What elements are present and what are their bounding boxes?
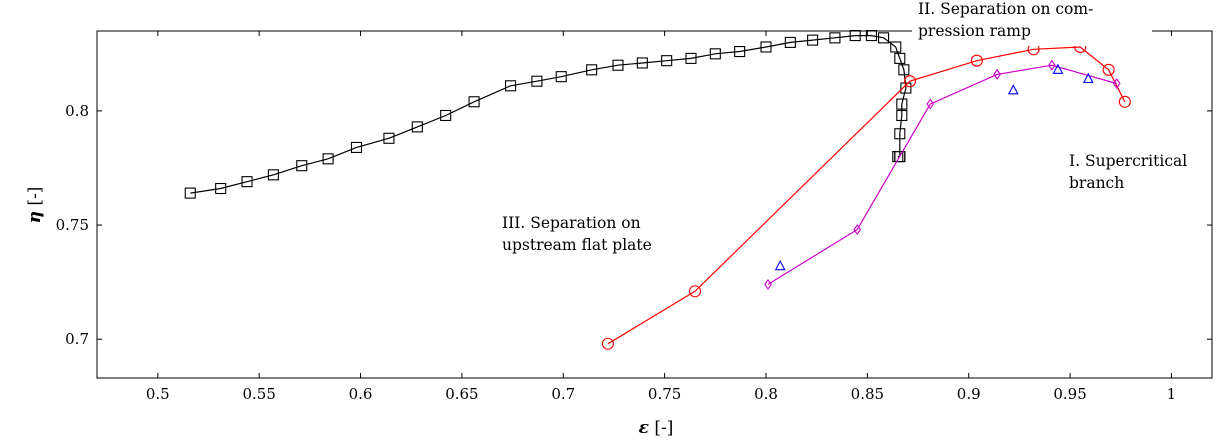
data-point-diamond <box>1112 78 1121 89</box>
data-point-diamond <box>764 278 772 290</box>
data-point-circle <box>1102 63 1115 76</box>
data-point-square <box>215 182 227 195</box>
data-point-square <box>440 109 452 122</box>
x-tick-label: 0.95 <box>1053 385 1086 403</box>
series-circle <box>601 40 1131 350</box>
data-point-square <box>894 128 906 140</box>
data-point-square <box>296 160 308 172</box>
data-point-square <box>896 109 908 122</box>
data-point-square <box>685 52 697 64</box>
data-point-square <box>829 32 841 44</box>
data-point-circle <box>970 54 983 67</box>
data-point-square <box>383 132 395 144</box>
data-point-diamond <box>926 98 935 110</box>
data-point-square <box>892 151 904 163</box>
data-point-square <box>894 52 906 64</box>
x-tick-label: 0.7 <box>551 385 575 403</box>
data-point-square <box>878 32 890 44</box>
data-point-square <box>505 80 517 92</box>
data-point-circle <box>688 285 702 298</box>
x-tick-label: 0.65 <box>445 385 478 403</box>
x-tick-label: 0.8 <box>754 385 778 403</box>
data-point-square <box>760 41 772 53</box>
x-tick-label: 0.6 <box>349 385 373 403</box>
data-point-square <box>849 30 861 42</box>
y-tick-label: 0.75 <box>56 216 89 234</box>
x-axis-ticks: 0.5 0.55 0.6 0.65 0.7 0.75 0.8 0.85 0.9 0.95 1 <box>146 31 1176 403</box>
data-point-triangle <box>1082 72 1094 83</box>
data-point-square <box>865 30 877 42</box>
y-axis-ticks: 0.7 0.75 0.8 <box>56 102 1212 348</box>
data-point-square <box>896 98 908 110</box>
x-tick-label: 0.55 <box>242 385 275 403</box>
data-point-diamond <box>853 224 862 236</box>
data-point-circle <box>1118 95 1131 108</box>
data-point-circle <box>903 75 916 88</box>
series-layer <box>184 30 1131 350</box>
data-point-square <box>807 34 819 46</box>
data-point-square <box>734 45 746 58</box>
plot-area-border <box>96 30 1213 379</box>
data-point-square <box>531 75 543 87</box>
data-point-square <box>322 153 334 165</box>
data-point-square <box>900 82 912 94</box>
data-point-square <box>709 48 721 60</box>
data-point-square <box>898 64 910 76</box>
data-point-triangle <box>1052 63 1064 74</box>
x-tick-label: 1 <box>1167 385 1177 403</box>
data-point-square <box>267 169 279 181</box>
x-tick-label: 0.85 <box>851 385 884 403</box>
annotation-separation-upstream-flat-plate: III. Separation on upstream flat plate <box>502 214 652 254</box>
series-line-square <box>190 34 907 194</box>
y-tick-label: 0.7 <box>65 330 89 348</box>
plot-frame <box>96 30 1213 379</box>
data-point-square <box>890 41 902 53</box>
x-tick-label: 0.5 <box>146 385 170 403</box>
data-point-square <box>184 187 196 199</box>
data-point-circle <box>601 337 614 350</box>
data-point-square <box>241 176 253 188</box>
data-point-square <box>661 55 673 67</box>
annotation-supercritical-branch: I. Supercritical branch <box>1069 152 1192 192</box>
x-tick-label: 0.75 <box>648 385 681 403</box>
data-point-square <box>784 36 796 48</box>
annotation-ii-background <box>912 0 1152 46</box>
series-line-circle <box>607 46 1126 345</box>
series-diamond <box>764 59 1121 290</box>
series-square <box>184 30 912 199</box>
data-point-diamond <box>1047 59 1056 71</box>
data-point-diamond <box>993 68 1001 80</box>
data-point-square <box>612 59 624 71</box>
y-axis-label: η [-] <box>25 187 45 224</box>
data-point-square <box>555 71 567 83</box>
data-point-square <box>586 64 598 76</box>
y-tick-label: 0.8 <box>65 102 89 120</box>
data-point-square <box>468 96 480 108</box>
series-line-diamond <box>767 64 1117 285</box>
data-point-triangle <box>774 259 786 271</box>
data-point-square <box>411 121 423 133</box>
data-point-triangle <box>1007 84 1019 95</box>
x-tick-label: 0.9 <box>957 385 981 403</box>
annotation-separation-compression-ramp: II. Separation on com- pression ramp <box>918 0 1098 40</box>
data-point-square <box>636 57 648 69</box>
x-axis-label: ε [-] <box>639 418 674 438</box>
data-point-square <box>350 141 363 153</box>
series-triangle <box>774 63 1094 271</box>
